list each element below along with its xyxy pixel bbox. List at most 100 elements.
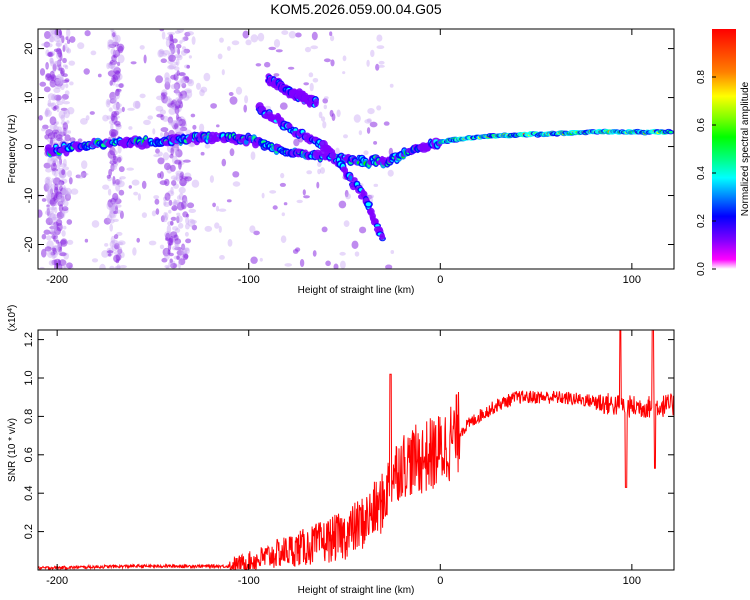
spectrogram-cell (53, 213, 57, 223)
spectrogram-cell (109, 218, 115, 224)
spectrogram-cell (179, 40, 183, 44)
spectrogram-cell (190, 219, 197, 224)
spectrogram-cell (157, 151, 163, 157)
spectrogram-cell (179, 178, 187, 187)
spectrogram-cell (55, 239, 60, 244)
y-tick-label: 20 (23, 42, 35, 54)
spectrogram-cell (175, 149, 183, 158)
spectrogram-cell (249, 225, 256, 233)
spectrogram-cell (160, 58, 167, 63)
spectrogram-cell (107, 42, 111, 50)
spectrogram-cell (169, 43, 176, 53)
spectrogram-cell (113, 110, 120, 116)
spectrogram-cell (184, 247, 190, 255)
spectrogram-cell (106, 174, 111, 179)
spectrogram-cell (343, 220, 350, 228)
spectrogram-cell (196, 82, 201, 90)
spectrogram-cell (54, 206, 58, 214)
spectrogram-cell (114, 265, 121, 269)
spectrogram-cell (171, 180, 177, 186)
spectrogram-cell (110, 235, 116, 245)
spectrogram-cell (174, 239, 180, 249)
spectrogram-cell (112, 175, 116, 185)
spectrogram-cell (45, 107, 50, 116)
y-tick-label: 1.2 (23, 332, 35, 347)
spectrogram-cell (62, 44, 66, 53)
spectrogram-cell (182, 176, 188, 180)
spectrogram-cell (41, 198, 47, 202)
snr-y-scale-base: (x10 (7, 311, 18, 331)
spectrogram-cell (117, 61, 121, 66)
spectrogram-cell (168, 63, 177, 70)
spectrogram-cell (131, 179, 140, 186)
spectrogram-cell (255, 63, 262, 67)
spectrogram-cell (181, 82, 187, 89)
spectrogram-cell (108, 43, 117, 49)
spectrogram-cell (366, 118, 372, 123)
spectrogram-cell (171, 205, 178, 212)
spectrogram-cell (173, 199, 178, 207)
spectrogram-cell (175, 127, 182, 135)
spectrogram-cell (367, 108, 375, 115)
spectrogram-cell (170, 47, 174, 55)
x-tick-label: 0 (437, 575, 443, 587)
spectrogram-cell (61, 230, 66, 237)
spectrogram-cell (53, 94, 62, 101)
spectrogram-cell (157, 172, 162, 179)
spectrogram-cell (217, 53, 223, 60)
spectrogram-cell (66, 192, 71, 199)
spectrogram-cell (83, 68, 90, 75)
spectrogram-cell (107, 150, 115, 159)
spectrogram-cell (244, 95, 249, 104)
spectrogram-cell (59, 185, 63, 192)
spectrogram-cell (172, 38, 178, 44)
spectrogram-cell (119, 210, 124, 219)
spectrogram-cell (340, 260, 346, 269)
spectrogram-cell (54, 200, 58, 207)
spectrogram-cell (118, 177, 122, 185)
spectrogram-cell (66, 262, 73, 269)
spectrogram-cell (106, 214, 113, 223)
spectrogram-cell (118, 246, 123, 252)
spectrogram-cell (49, 197, 57, 207)
spectrogram-cell (44, 177, 50, 185)
spectrogram-cell (62, 225, 67, 230)
spectrogram-cell (80, 170, 87, 178)
spectrogram-cell (176, 54, 183, 61)
spectrogram-cell (115, 88, 120, 97)
spectrogram-cell (170, 216, 177, 221)
spectrogram-cell (173, 46, 178, 53)
spectrogram-frame (37, 28, 675, 270)
spectrogram-cell (323, 58, 331, 63)
spectrogram-cell (280, 172, 285, 179)
spectrogram-cell (113, 234, 119, 240)
spectrogram-cell (47, 132, 56, 140)
spectrogram-cell (117, 240, 126, 246)
spectrogram-cell (385, 264, 393, 269)
spectrogram-cell (279, 102, 288, 110)
spectrogram-cell (106, 115, 112, 120)
spectrogram-cell (55, 81, 63, 87)
spectrogram-cell (359, 226, 367, 234)
spectrogram-cell (317, 168, 321, 175)
spectrogram-cell (69, 81, 74, 86)
spectrogram-cell (287, 66, 295, 70)
spectrogram-cell (176, 44, 182, 49)
spectrogram-y-ticks: -20 -10 0 10 20 (23, 42, 674, 252)
spectrogram-cell (45, 73, 52, 81)
spectrogram-cell (161, 257, 168, 263)
spectrogram-cell (56, 103, 60, 113)
spectrogram-cell (47, 190, 52, 197)
spectrogram-cell (55, 42, 61, 47)
spectrogram-cell (69, 36, 76, 43)
spectrogram-marks (38, 29, 674, 269)
spectrogram-cell (64, 193, 71, 201)
spectrogram-cell (64, 187, 72, 196)
spectrogram-cell (61, 265, 67, 269)
spectrogram-cell (227, 239, 233, 247)
spectrogram-cell (269, 190, 277, 194)
spectrogram-cell (49, 29, 54, 36)
spectrogram-cell (209, 175, 214, 183)
spectrogram-cell (329, 109, 334, 117)
